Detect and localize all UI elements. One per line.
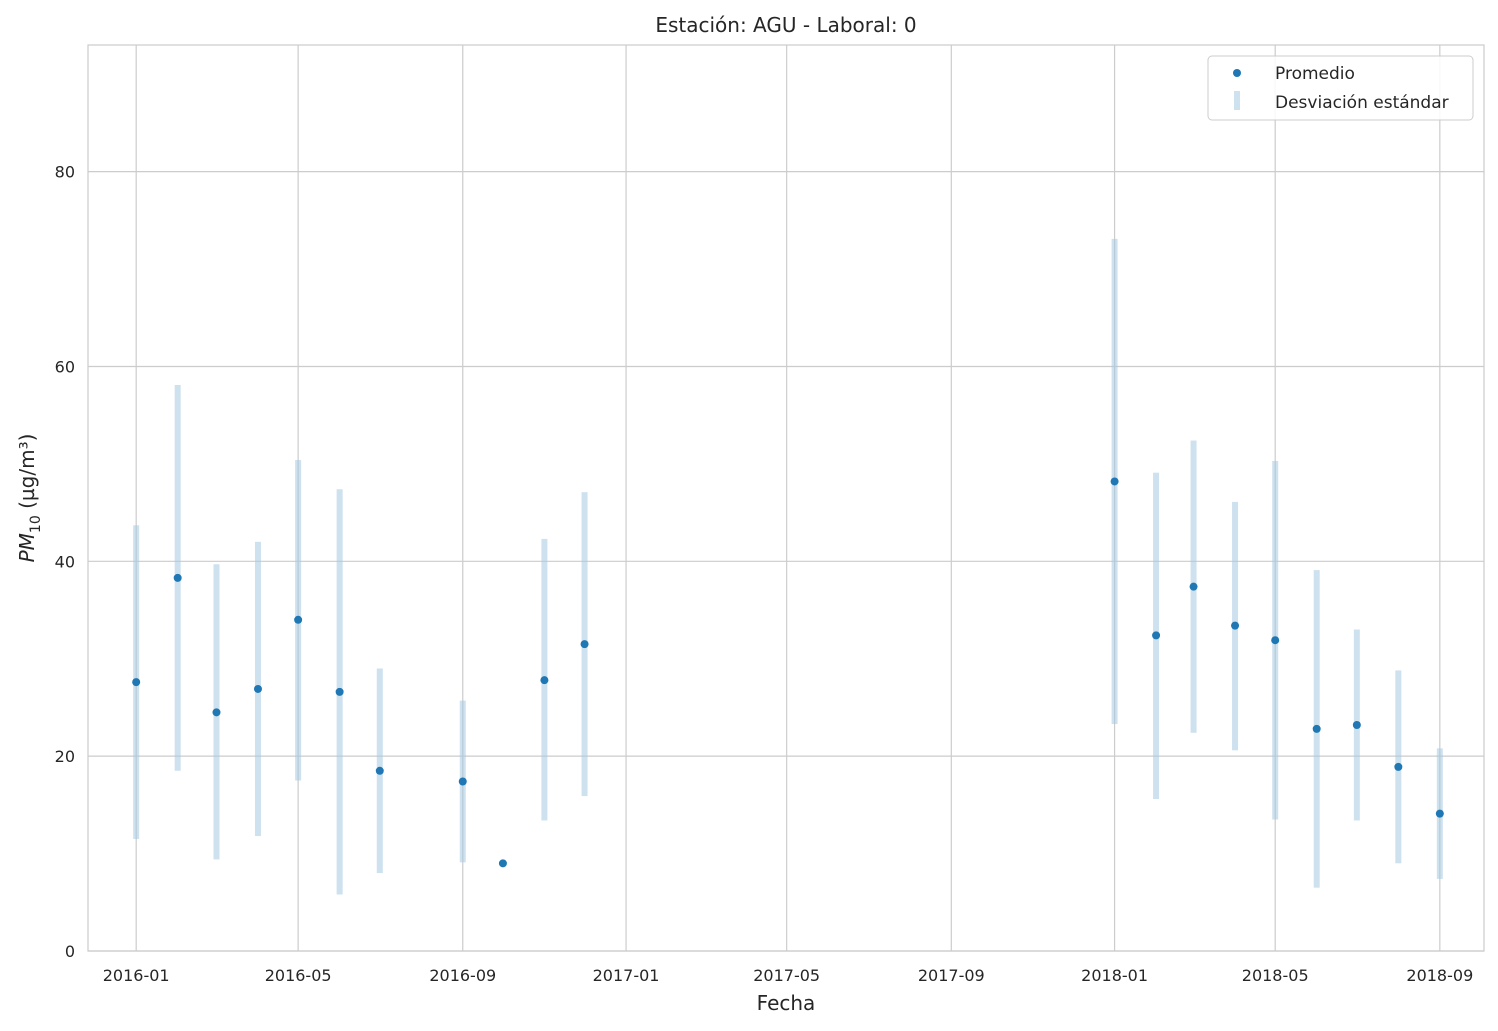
mean-point xyxy=(1271,636,1280,645)
legend-std-label: Desviación estándar xyxy=(1275,93,1449,113)
y-axis-label-main: PM xyxy=(15,533,39,562)
mean-point xyxy=(173,573,182,582)
legend-mean-marker xyxy=(1233,69,1241,77)
mean-point xyxy=(1231,621,1240,630)
y-axis-label: PM10 (µg/m³) xyxy=(15,434,44,563)
mean-point xyxy=(1312,724,1321,733)
y-tick-label: 20 xyxy=(55,747,75,766)
y-tick-label: 40 xyxy=(55,552,75,571)
legend-box xyxy=(1207,55,1474,121)
mean-point xyxy=(498,859,507,868)
mean-point xyxy=(375,766,384,775)
chart-title: Estación: AGU - Laboral: 0 xyxy=(655,13,916,37)
y-tick-label: 0 xyxy=(65,942,75,961)
plot-frame xyxy=(87,44,1485,952)
mean-point xyxy=(1152,631,1161,640)
legend-std-marker xyxy=(1234,91,1240,110)
x-tick-label: 2016-01 xyxy=(103,966,170,985)
x-tick-label: 2016-05 xyxy=(265,966,332,985)
legend: Promedio Desviación estándar xyxy=(1207,55,1474,121)
x-axis-label: Fecha xyxy=(757,991,816,1015)
mean-point xyxy=(580,640,589,649)
y-axis-label-subscript: 10 xyxy=(28,515,44,533)
mean-point xyxy=(540,676,549,685)
x-tick-label: 2017-01 xyxy=(593,966,660,985)
legend-mean-label: Promedio xyxy=(1275,64,1355,84)
y-tick-label: 60 xyxy=(55,357,75,376)
x-tick-labels: 2016-01 2016-05 2016-09 2017-01 2017-05 2017-… xyxy=(103,966,1474,985)
x-tick-label: 2017-09 xyxy=(918,966,985,985)
mean-point xyxy=(132,678,141,687)
y-tick-labels: 0 20 40 60 80 xyxy=(55,163,75,961)
x-tick-label: 2017-05 xyxy=(753,966,820,985)
y-axis-label-unit: (µg/m³) xyxy=(15,434,39,516)
mean-point xyxy=(1394,762,1403,771)
x-tick-label: 2018-09 xyxy=(1406,966,1473,985)
mean-point xyxy=(458,777,467,786)
x-tick-label: 2018-01 xyxy=(1081,966,1148,985)
data-points xyxy=(132,477,1444,868)
mean-point xyxy=(253,684,262,693)
mean-point xyxy=(335,687,344,696)
x-tick-label: 2016-09 xyxy=(429,966,496,985)
x-tick-label: 2018-05 xyxy=(1242,966,1309,985)
y-tick-label: 80 xyxy=(55,163,75,182)
mean-point xyxy=(294,615,303,624)
mean-point xyxy=(1352,720,1361,729)
mean-point xyxy=(212,708,221,717)
mean-point xyxy=(1189,582,1198,591)
mean-point xyxy=(1110,477,1119,486)
mean-point xyxy=(1435,809,1444,818)
